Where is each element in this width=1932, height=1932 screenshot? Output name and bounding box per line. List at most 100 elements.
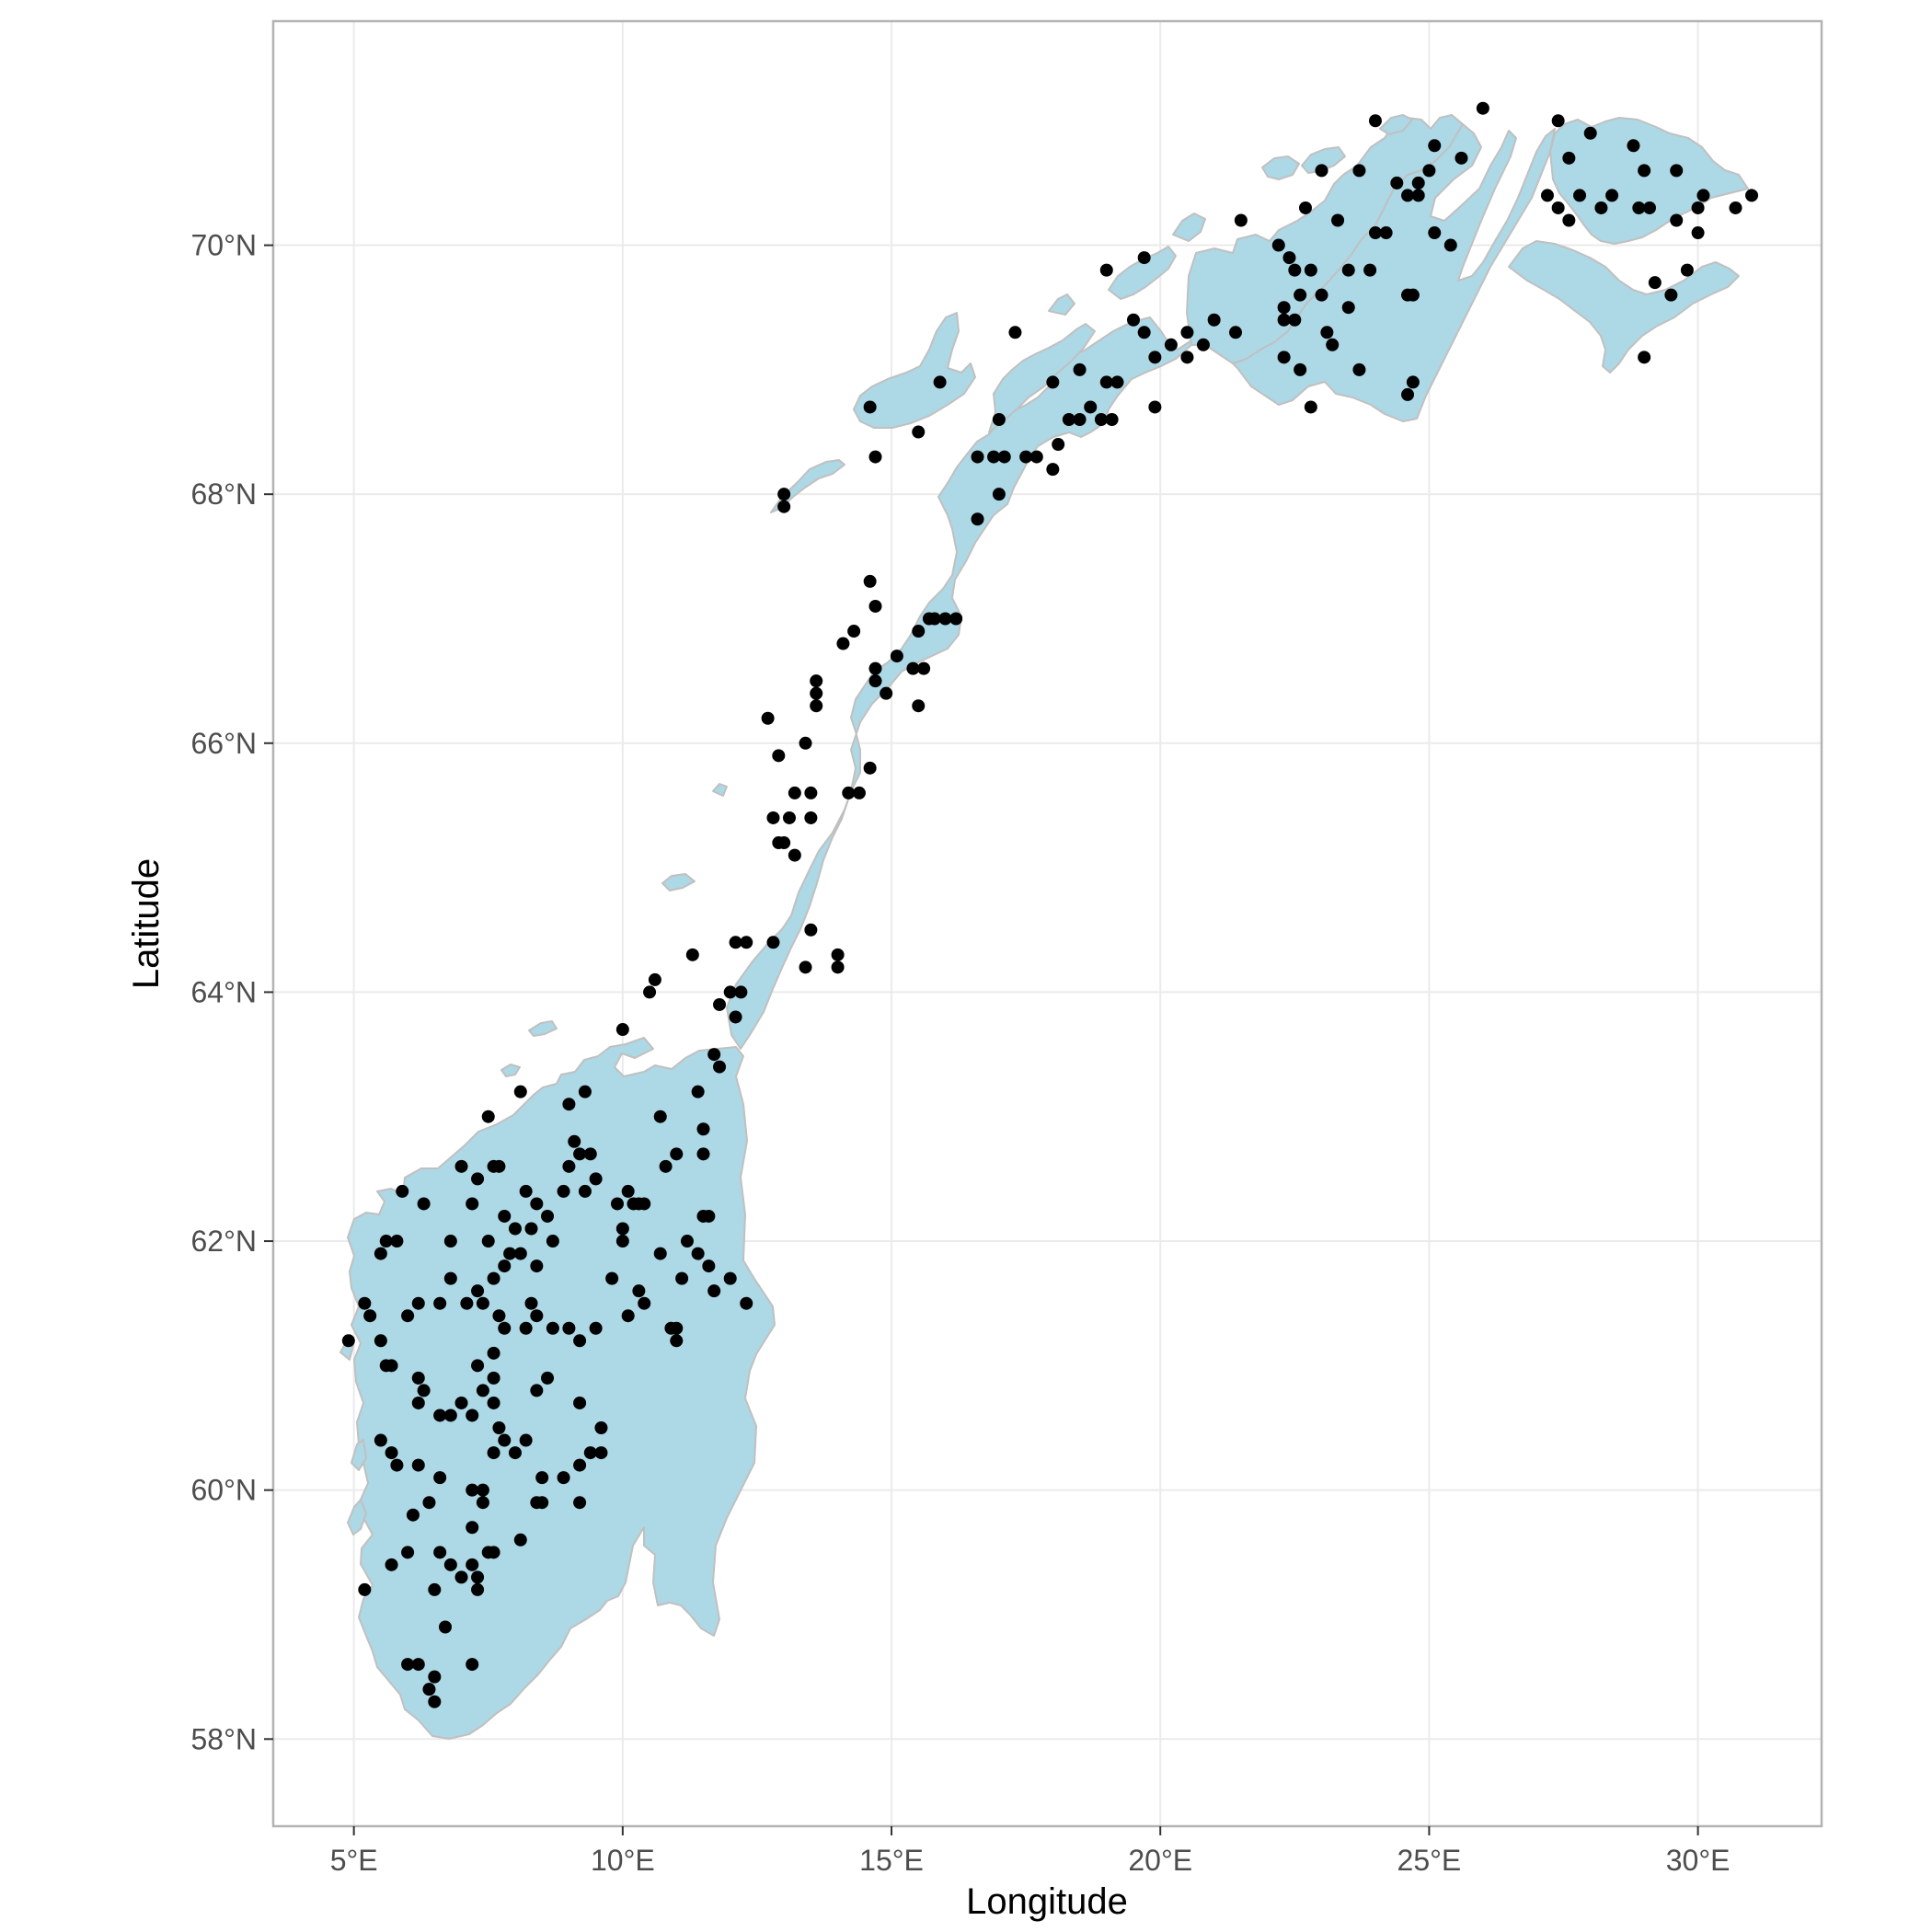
data-point bbox=[761, 711, 775, 725]
data-point bbox=[358, 1582, 372, 1596]
data-point bbox=[476, 1296, 489, 1310]
data-point bbox=[804, 786, 818, 799]
data-point bbox=[847, 625, 861, 638]
data-point bbox=[670, 1147, 684, 1161]
data-point bbox=[508, 1446, 522, 1460]
data-point bbox=[949, 612, 963, 626]
data-point bbox=[466, 1521, 479, 1535]
data-point bbox=[385, 1359, 398, 1373]
data-point bbox=[1664, 288, 1678, 302]
data-point bbox=[836, 637, 850, 650]
data-point bbox=[868, 661, 882, 675]
data-point bbox=[1299, 201, 1312, 214]
data-point bbox=[766, 811, 780, 824]
data-point bbox=[1363, 263, 1377, 277]
data-point bbox=[1691, 226, 1705, 240]
data-point bbox=[863, 400, 877, 414]
data-point bbox=[734, 985, 748, 999]
data-point bbox=[428, 1582, 442, 1596]
data-point bbox=[1052, 438, 1065, 452]
data-point bbox=[810, 674, 823, 688]
data-point bbox=[390, 1458, 404, 1472]
data-point bbox=[1638, 164, 1651, 178]
data-point bbox=[1411, 189, 1425, 202]
data-point bbox=[691, 1085, 705, 1098]
lofoten-islands bbox=[770, 459, 845, 513]
data-point bbox=[530, 1384, 544, 1397]
data-point bbox=[578, 1184, 592, 1198]
data-point bbox=[411, 1371, 425, 1385]
data-point bbox=[691, 1247, 705, 1260]
data-point bbox=[401, 1658, 415, 1672]
data-point bbox=[659, 1159, 673, 1173]
data-point bbox=[1137, 251, 1151, 265]
data-point bbox=[513, 1533, 527, 1547]
data-point bbox=[615, 1235, 629, 1248]
data-point bbox=[460, 1296, 474, 1310]
data-point bbox=[615, 1222, 629, 1236]
data-point bbox=[466, 1658, 479, 1672]
data-point bbox=[890, 650, 903, 663]
panel-border bbox=[271, 19, 1823, 1828]
data-point bbox=[912, 625, 926, 638]
data-point bbox=[852, 786, 866, 799]
data-point bbox=[1562, 213, 1576, 227]
data-point bbox=[810, 686, 823, 700]
stord-island bbox=[351, 1439, 367, 1471]
y-tick-label: 60°N bbox=[191, 1474, 258, 1507]
data-point bbox=[508, 1222, 522, 1236]
data-point bbox=[1315, 288, 1328, 302]
data-point bbox=[912, 699, 926, 713]
data-point bbox=[487, 1446, 500, 1460]
data-point bbox=[541, 1371, 555, 1385]
data-point bbox=[406, 1508, 420, 1522]
data-point bbox=[428, 1670, 442, 1684]
kvaloya-island bbox=[1048, 293, 1075, 316]
data-point bbox=[1008, 326, 1022, 339]
x-axis-ticks: 5°E 10°E 15°E 20°E 25°E 30°E bbox=[330, 1826, 1731, 1877]
data-point bbox=[1326, 338, 1340, 351]
data-point bbox=[454, 1159, 468, 1173]
data-point bbox=[1691, 201, 1705, 214]
data-point bbox=[573, 1496, 587, 1510]
data-point bbox=[917, 661, 931, 675]
data-point bbox=[680, 1235, 694, 1248]
data-point bbox=[868, 599, 882, 613]
data-point bbox=[530, 1309, 544, 1323]
data-point bbox=[411, 1296, 425, 1310]
data-point bbox=[481, 1110, 495, 1123]
data-point bbox=[557, 1184, 570, 1198]
data-point bbox=[723, 985, 737, 999]
data-point bbox=[535, 1471, 549, 1485]
y-axis-ticks: 58°N 60°N 62°N 64°N 66°N 68°N 70°N bbox=[191, 229, 273, 1755]
data-point bbox=[1745, 189, 1759, 202]
karmoy-island bbox=[347, 1499, 367, 1535]
data-point bbox=[1207, 313, 1221, 327]
mainland-north bbox=[726, 119, 1556, 1050]
data-point bbox=[605, 1271, 619, 1285]
data-point bbox=[1277, 351, 1291, 364]
data-point bbox=[487, 1546, 500, 1559]
x-tick-label: 15°E bbox=[859, 1844, 924, 1877]
data-point bbox=[1331, 213, 1345, 227]
data-point bbox=[1670, 164, 1684, 178]
data-point bbox=[1196, 338, 1210, 351]
data-point bbox=[1099, 263, 1113, 277]
smola-island bbox=[528, 1020, 558, 1037]
data-point bbox=[1562, 151, 1576, 165]
x-tick-label: 30°E bbox=[1666, 1844, 1731, 1877]
data-point bbox=[443, 1558, 457, 1571]
data-point bbox=[696, 1122, 710, 1136]
data-point bbox=[997, 450, 1011, 464]
data-point bbox=[1680, 263, 1694, 277]
data-point bbox=[341, 1334, 355, 1348]
data-point bbox=[401, 1546, 415, 1559]
data-point bbox=[466, 1558, 479, 1571]
data-point bbox=[594, 1446, 608, 1460]
data-point bbox=[777, 488, 791, 501]
data-point bbox=[379, 1235, 393, 1248]
y-tick-label: 66°N bbox=[191, 727, 258, 760]
data-point bbox=[675, 1271, 689, 1285]
data-point bbox=[589, 1172, 603, 1186]
data-point bbox=[1352, 164, 1366, 178]
